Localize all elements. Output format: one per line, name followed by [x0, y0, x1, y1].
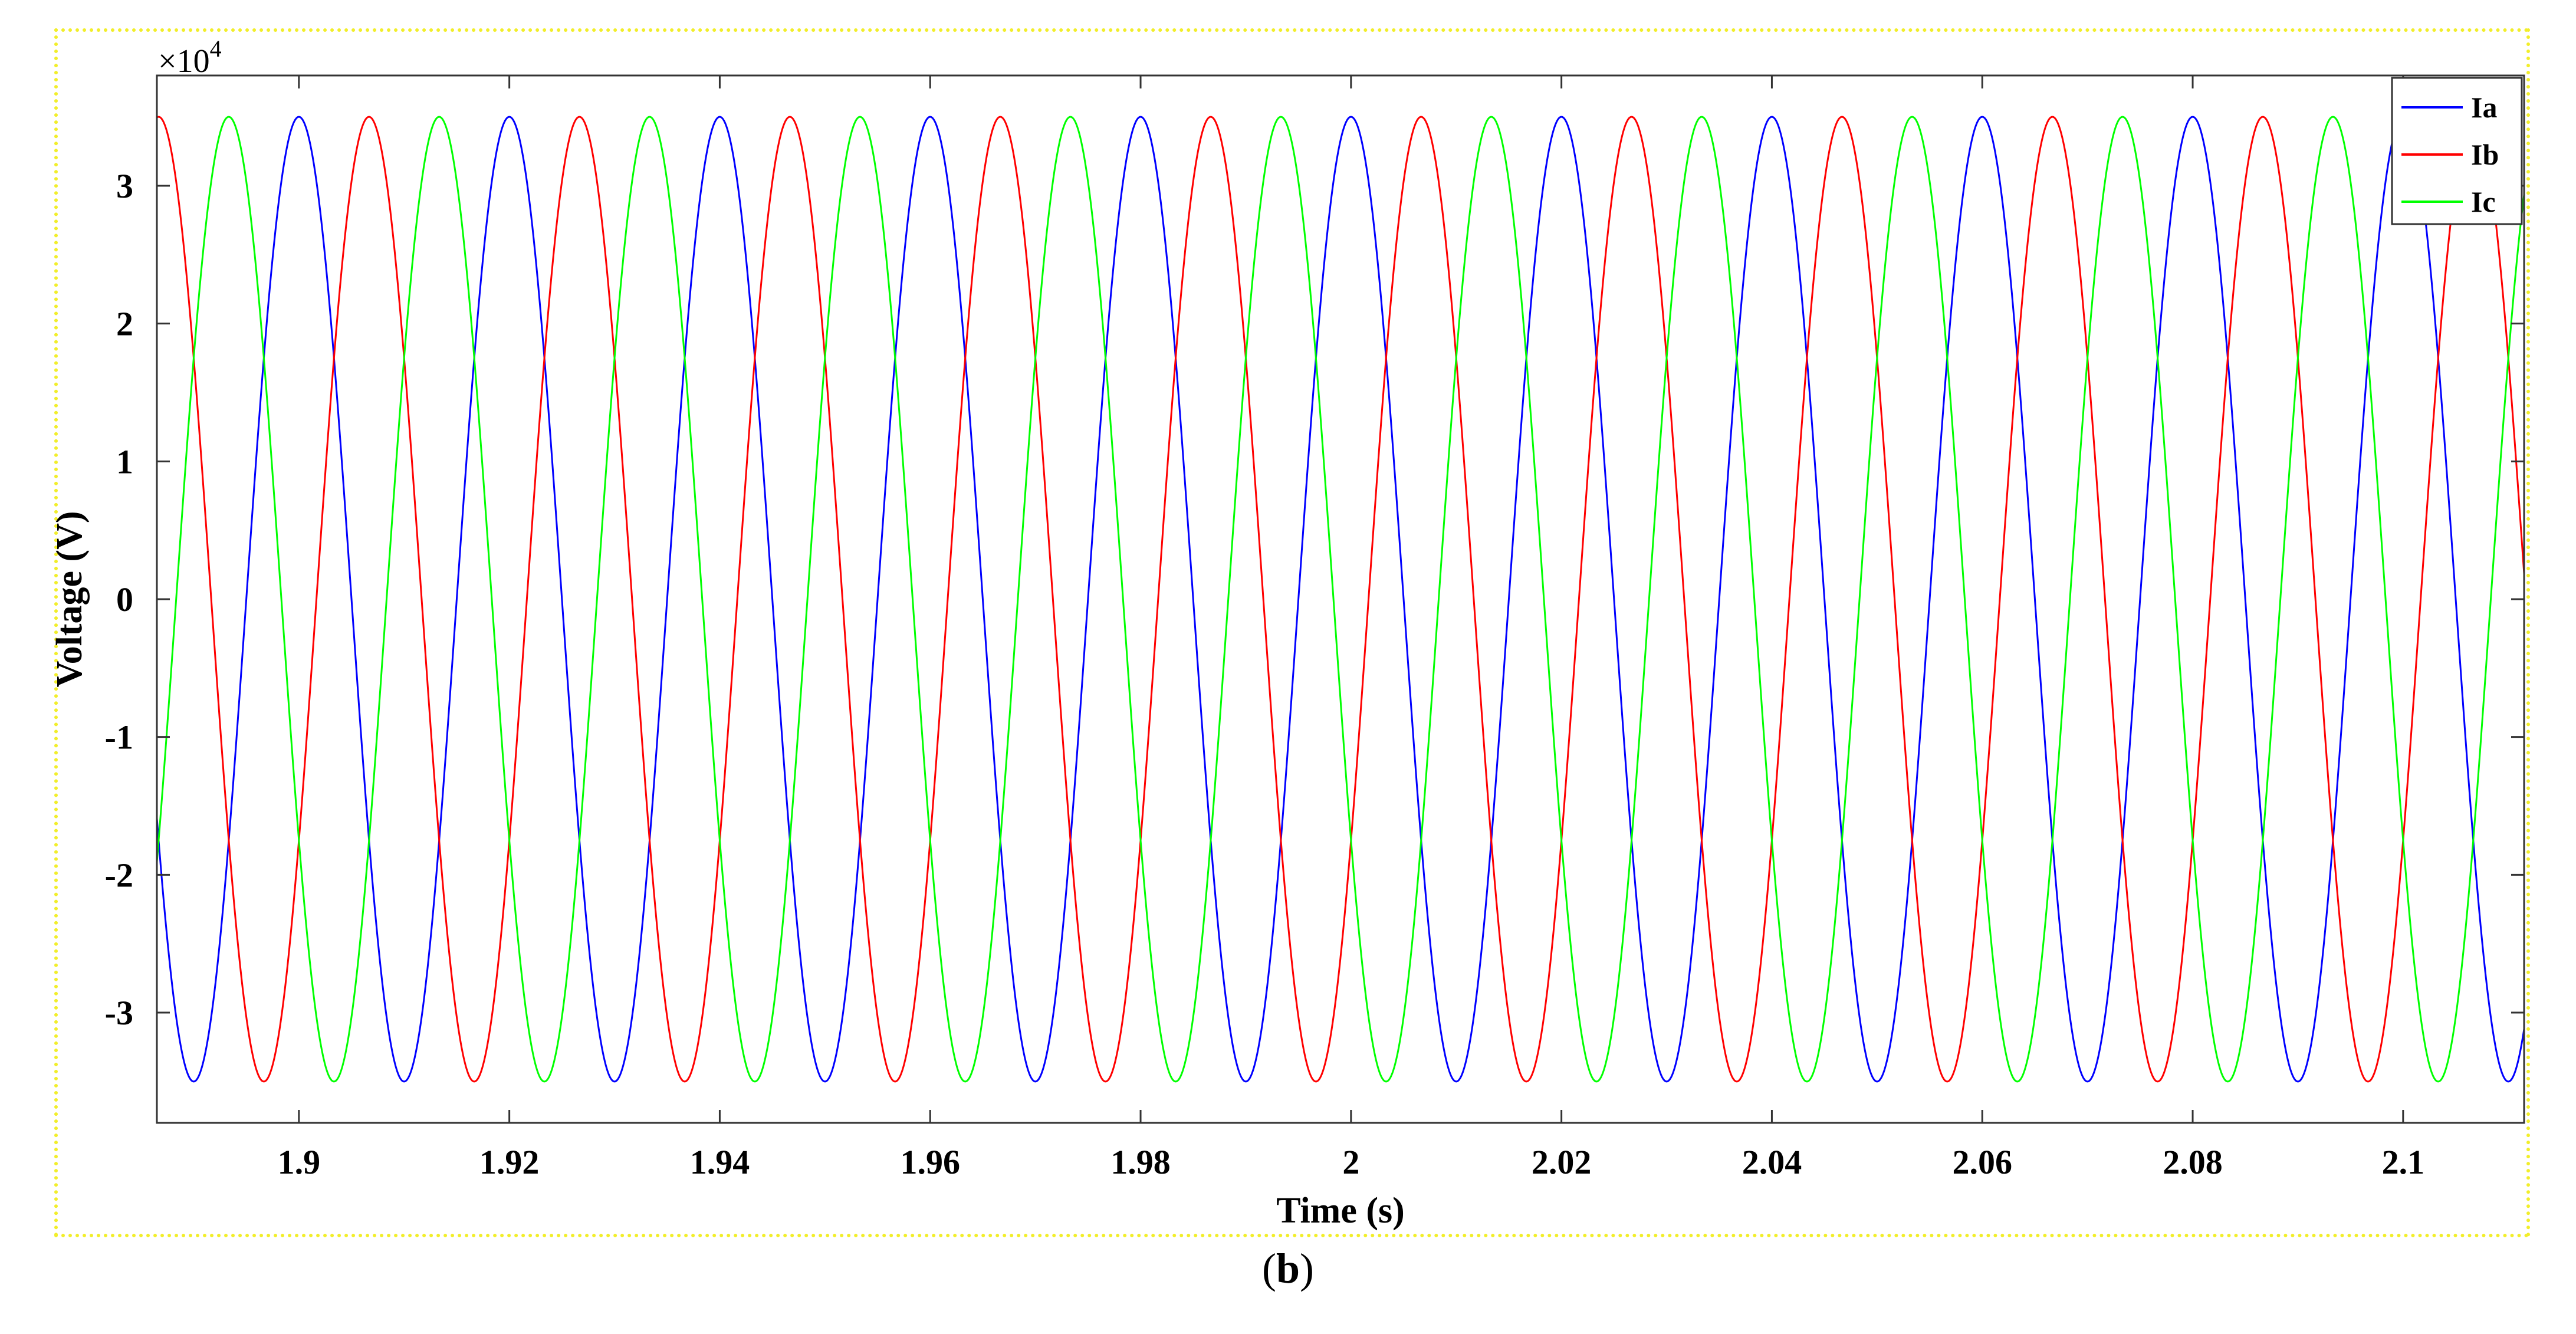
legend-label-ia: Ia	[2471, 91, 2497, 124]
series-line-ib	[157, 116, 2524, 1083]
y-tick-label: 0	[116, 580, 133, 619]
y-multiplier-exponent: 4	[210, 35, 222, 62]
x-tick-label: 1.98	[1110, 1143, 1171, 1181]
y-tick-label: 1	[116, 442, 133, 481]
series-line-ia	[157, 116, 2524, 1083]
plot-area	[157, 75, 2524, 1123]
series-layer	[157, 116, 2524, 1083]
x-axis-label: Time (s)	[1276, 1191, 1405, 1231]
line-chart: 1.9 1.92 1.94 1.96 1.98 2 2.02 2.04 2.06 2.08 2.1 -…	[50, 35, 2525, 1231]
ticks-layer: 1.9 1.92 1.94 1.96 1.98 2 2.02 2.04 2.06 2.08 2.1 -…	[105, 75, 2524, 1181]
x-tick-label: 1.96	[900, 1143, 960, 1181]
y-multiplier-label: ×104	[158, 35, 222, 80]
legend-box	[2391, 77, 2523, 225]
x-tick-label: 2	[1342, 1143, 1359, 1181]
x-tick-label: 1.9	[278, 1143, 321, 1181]
x-tick-label: 2.1	[2382, 1143, 2425, 1181]
y-tick-label: -2	[105, 856, 133, 894]
x-tick-label: 2.06	[1952, 1143, 2012, 1181]
legend-label-ib: Ib	[2471, 138, 2499, 171]
x-tick-label: 1.94	[690, 1143, 750, 1181]
x-tick-label: 1.92	[479, 1143, 540, 1181]
y-tick-label: -3	[105, 994, 133, 1032]
x-tick-label: 2.02	[1532, 1143, 1592, 1181]
y-tick-label: 2	[116, 305, 133, 343]
y-axis-label: Voltage (V)	[50, 511, 90, 687]
figure-border	[54, 28, 2530, 1237]
x-tick-label: 2.04	[1742, 1143, 1802, 1181]
x-tick-label: 2.08	[2163, 1143, 2223, 1181]
caption-letter: b	[1276, 1245, 1300, 1292]
y-tick-label: 3	[116, 167, 133, 205]
y-tick-label: -1	[105, 718, 133, 757]
legend-label-ic: Ic	[2471, 185, 2496, 218]
legend: Ia Ib Ic	[2391, 77, 2523, 225]
figure-caption: (b)	[1261, 1245, 1314, 1292]
series-line-ic	[157, 116, 2524, 1083]
